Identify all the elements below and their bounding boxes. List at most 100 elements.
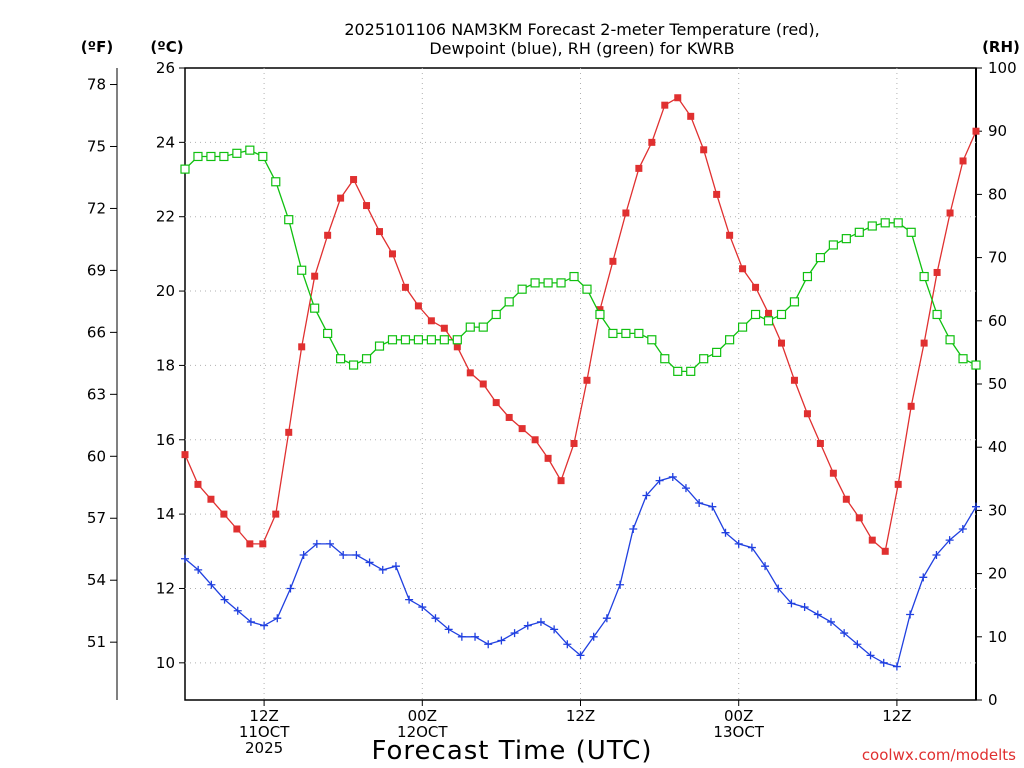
dewpoint-point <box>681 484 690 493</box>
rh-point <box>621 328 631 339</box>
temperature-point <box>583 376 591 384</box>
temperature-point <box>492 399 500 407</box>
series-layer <box>180 94 981 671</box>
dewpoint-point <box>523 621 532 630</box>
dewpoint-point <box>339 551 348 560</box>
dewpoint-point <box>761 562 770 571</box>
x-tick-label: 00Z <box>724 707 753 725</box>
dewpoint-point <box>800 603 809 612</box>
temperature-point <box>324 231 332 239</box>
temperature-point <box>363 202 371 210</box>
temperature-point <box>414 302 422 310</box>
dewpoint-point <box>457 632 466 641</box>
rh-point <box>556 278 566 288</box>
rh-tick-label: 30 <box>988 501 1007 519</box>
rh-unit-label: (RH) <box>982 38 1020 56</box>
dewpoint-point <box>378 565 387 574</box>
rh-point <box>608 328 618 339</box>
credit-label: coolwx.com/modelts <box>862 746 1016 764</box>
rh-point <box>647 335 657 345</box>
rh-point <box>284 215 294 225</box>
rh-point <box>725 335 735 345</box>
temperature-point <box>726 231 734 239</box>
rh-point <box>297 265 307 275</box>
dewpoint-point <box>602 614 611 623</box>
temperature-point <box>816 439 824 447</box>
rh-point <box>491 309 501 320</box>
temperature-point <box>907 402 915 410</box>
temperature-point <box>868 536 876 544</box>
series-rh <box>180 145 981 376</box>
temperature-point <box>544 454 552 462</box>
temperature-point <box>674 94 682 102</box>
dewpoint-point <box>312 539 321 548</box>
temperature-point <box>972 127 980 135</box>
dewpoint-point <box>840 629 849 638</box>
temperature-point <box>466 369 474 377</box>
fahrenheit-tick-label: 72 <box>87 199 106 217</box>
rh-point <box>634 328 644 339</box>
dewpoint-point <box>444 625 453 634</box>
fahrenheit-tick-label: 78 <box>87 76 106 94</box>
celsius-tick-label: 12 <box>156 579 175 597</box>
chart-title-line-2: Dewpoint (blue), RH (green) for KWRB <box>429 39 734 58</box>
rh-point <box>310 303 320 313</box>
x-tick-label: 12OCT <box>397 723 448 741</box>
temperature-point <box>648 138 656 146</box>
temperature-line <box>184 96 977 553</box>
dewpoint-point <box>563 640 572 649</box>
temperature-point <box>596 306 604 314</box>
dewpoint-point <box>879 658 888 667</box>
rh-point <box>271 177 281 187</box>
rh-point <box>517 284 527 294</box>
rh-point <box>504 297 514 307</box>
series-dewpoint <box>181 472 980 671</box>
rh-tick-label: 80 <box>988 185 1007 203</box>
fahrenheit-tick-label: 66 <box>87 323 106 341</box>
rh-point <box>971 360 981 370</box>
rh-point <box>193 151 203 162</box>
rh-point <box>919 271 929 282</box>
fahrenheit-tick-label: 51 <box>87 633 106 651</box>
celsius-tick-label: 24 <box>156 133 175 151</box>
rh-point <box>180 164 190 174</box>
dewpoint-point <box>866 651 875 660</box>
dewpoint-point <box>826 617 835 626</box>
rh-point <box>478 322 488 332</box>
rh-point <box>815 253 825 263</box>
dewpoint-point <box>932 551 941 560</box>
temperature-point <box>427 317 435 325</box>
temperature-point <box>609 257 617 265</box>
dewpoint-point <box>550 625 559 634</box>
temperature-point <box>959 157 967 165</box>
rh-point <box>258 151 268 162</box>
dewpoint-point <box>616 580 625 589</box>
dewpoint-point <box>484 640 493 649</box>
rh-point <box>958 354 968 364</box>
rh-point <box>737 322 748 332</box>
temperature-point <box>803 410 811 418</box>
rh-axis: 0 10 20 30 40 50 60 70 80 90 100 <box>976 59 1017 709</box>
fahrenheit-tick-label: 69 <box>87 261 106 279</box>
fahrenheit-unit-label: (ºF) <box>81 38 113 56</box>
rh-point <box>465 322 475 332</box>
dewpoint-point <box>273 614 282 623</box>
temperature-point <box>518 425 526 433</box>
rh-tick-label: 60 <box>988 312 1007 330</box>
temperature-point <box>350 176 358 184</box>
celsius-tick-label: 18 <box>156 356 175 374</box>
temperature-point <box>946 209 954 217</box>
dewpoint-point <box>747 543 756 552</box>
series-temperature <box>181 94 980 555</box>
rh-tick-label: 90 <box>988 122 1007 140</box>
grid <box>185 68 976 700</box>
rh-tick-label: 0 <box>988 691 998 709</box>
rh-tick-label: 70 <box>988 249 1007 267</box>
dewpoint-point <box>958 524 967 533</box>
temperature-point <box>233 525 241 533</box>
fahrenheit-axis: 51 54 57 60 63 66 69 72 75 78 <box>87 76 117 651</box>
dewpoint-point <box>418 603 427 612</box>
rh-point <box>439 335 449 345</box>
temperature-point <box>246 540 254 548</box>
temperature-point <box>337 194 345 202</box>
